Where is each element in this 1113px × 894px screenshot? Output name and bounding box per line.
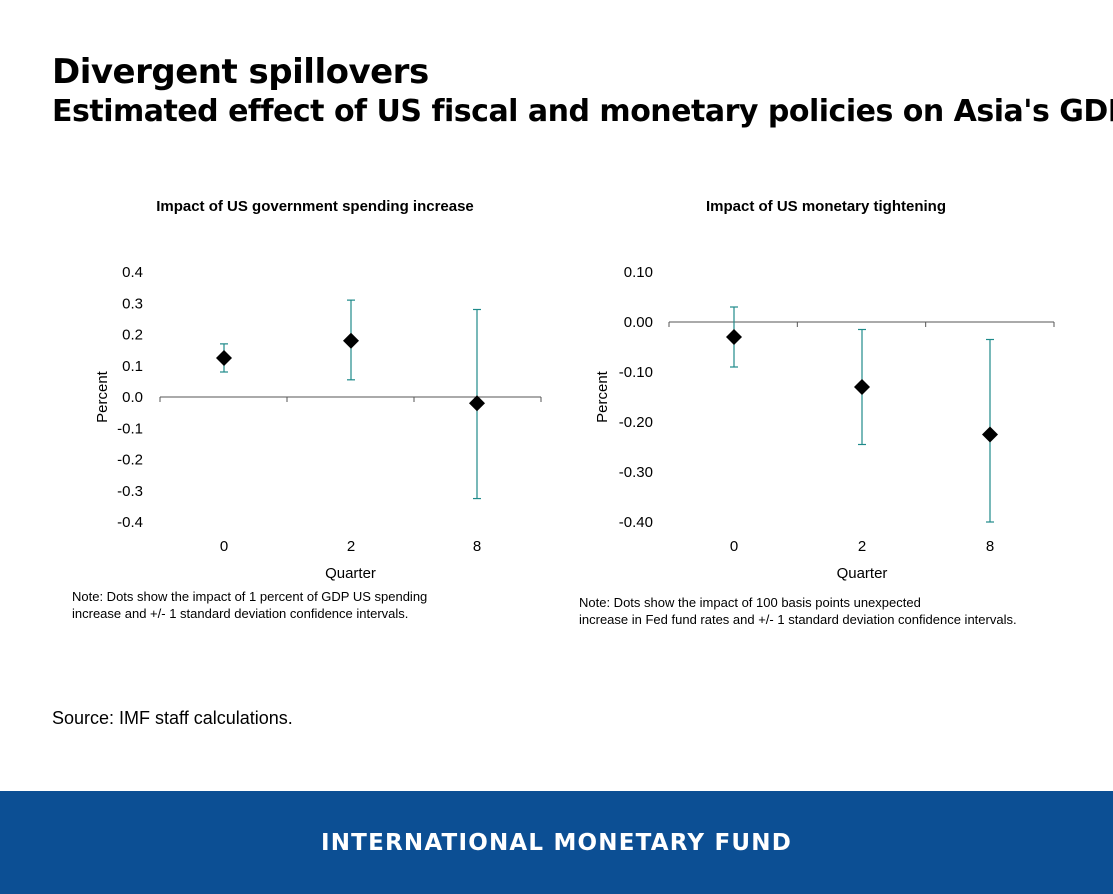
chart-2-x-tick-label: 2 <box>858 538 866 555</box>
page-title: Divergent spillovers <box>52 52 429 92</box>
chart-2-y-tick-label: -0.20 <box>619 414 653 431</box>
chart-2-y-axis-label: Percent <box>594 370 611 423</box>
chart-2-note-line-2: increase in Fed fund rates and +/- 1 sta… <box>579 612 1017 627</box>
chart-2-x-axis-label: Quarter <box>837 565 888 582</box>
chart-2-y-tick-label: -0.30 <box>619 464 653 481</box>
chart-2-y-tick-label: 0.10 <box>624 264 653 281</box>
chart-1-x-tick-label: 0 <box>220 538 228 555</box>
chart-1-y-tick-label: -0.2 <box>117 452 143 469</box>
chart-1-y-tick-label: 0.1 <box>122 358 143 375</box>
chart-2-y-tick-label: -0.40 <box>619 514 653 531</box>
chart-1-y-axis-label: Percent <box>94 370 111 423</box>
chart-2-note: Note: Dots show the impact of 100 basis … <box>579 594 1017 628</box>
chart-1-data-point <box>343 332 359 349</box>
chart-2-note-line-1: Note: Dots show the impact of 100 basis … <box>579 595 921 610</box>
page-subtitle: Estimated effect of US fiscal and moneta… <box>52 94 1113 129</box>
chart-1-y-tick-label: 0.3 <box>122 295 143 312</box>
chart-1-data-point <box>469 395 485 412</box>
chart-1-note: Note: Dots show the impact of 1 percent … <box>72 588 427 622</box>
chart-1-y-tick-label: 0.2 <box>122 327 143 344</box>
chart-1-note-line-2: increase and +/- 1 standard deviation co… <box>72 606 409 621</box>
chart-1-y-tick-label: 0.4 <box>122 264 143 281</box>
footer-banner: INTERNATIONAL MONETARY FUND <box>0 791 1113 894</box>
chart-1-y-tick-label: -0.4 <box>117 514 143 531</box>
source-note: Source: IMF staff calculations. <box>52 708 293 728</box>
chart-2-title: Impact of US monetary tightening <box>706 198 946 215</box>
chart-1-y-tick-label: 0.0 <box>122 389 143 406</box>
chart-1-x-axis-label: Quarter <box>325 565 376 582</box>
chart-2-x-tick-label: 8 <box>986 538 994 555</box>
charts-canvas: Impact of US government spending increas… <box>94 198 1055 582</box>
chart-1-note-line-1: Note: Dots show the impact of 1 percent … <box>72 589 428 604</box>
chart-2-y-tick-label: 0.00 <box>624 314 653 331</box>
chart-1-y-tick-label: -0.1 <box>117 420 143 437</box>
chart-1-x-tick-label: 8 <box>473 538 481 555</box>
chart-1-x-tick-label: 2 <box>347 538 355 555</box>
chart-2-y-tick-label: -0.10 <box>619 364 653 381</box>
chart-1-title: Impact of US government spending increas… <box>156 198 474 215</box>
chart-2-x-tick-label: 0 <box>730 538 738 555</box>
chart-2-data-point <box>726 329 742 345</box>
chart-1-y-tick-label: -0.3 <box>117 483 143 500</box>
chart-2-data-point <box>982 426 998 443</box>
footer-label: INTERNATIONAL MONETARY FUND <box>320 829 793 856</box>
chart-1-data-point <box>216 349 232 366</box>
chart-2-data-point <box>854 379 870 395</box>
